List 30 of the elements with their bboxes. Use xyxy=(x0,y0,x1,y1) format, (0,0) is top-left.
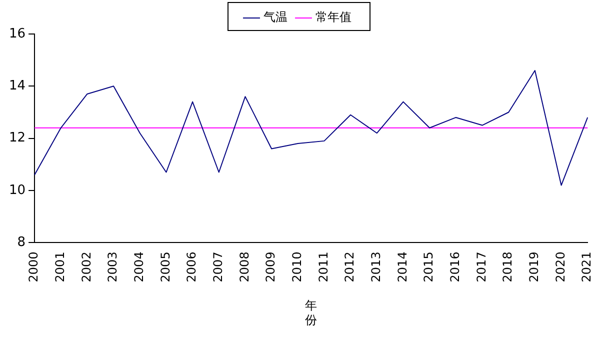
x-tick-label: 2002 xyxy=(79,252,94,282)
x-tick-label: 2004 xyxy=(132,252,146,282)
x-tick-label: 2015 xyxy=(422,252,436,282)
x-tick-label: 2001 xyxy=(53,252,68,282)
x-tick-label: 2018 xyxy=(500,252,515,282)
x-tick-label: 2014 xyxy=(395,252,410,282)
x-tick-label: 2008 xyxy=(237,252,252,282)
x-tick-label: 2000 xyxy=(26,252,41,282)
x-tick-label: 2017 xyxy=(474,252,488,282)
x-tick-label: 2019 xyxy=(527,252,542,282)
x-tick-label: 2006 xyxy=(184,252,199,282)
x-tick-label: 2005 xyxy=(158,252,172,282)
x-tick-label: 2020 xyxy=(553,252,568,282)
y-tick-label: 12 xyxy=(8,130,26,146)
x-tick-label: 2003 xyxy=(106,252,120,282)
legend-label: 常年值 xyxy=(316,10,352,24)
legend-label: 气温 xyxy=(264,10,288,24)
x-tick-label: 2007 xyxy=(211,252,226,282)
x-tick-label: 2011 xyxy=(316,252,330,282)
x-tick-label: 2012 xyxy=(342,252,357,282)
x-tick-label: 2013 xyxy=(369,252,384,282)
y-tick-label: 10 xyxy=(8,182,26,198)
y-tick-label: 8 xyxy=(17,235,26,250)
y-tick-label: 16 xyxy=(8,26,26,42)
x-tick-label: 2016 xyxy=(448,252,462,282)
x-tick-label: 2021 xyxy=(580,252,594,282)
x-axis-title: 年份 xyxy=(305,298,318,327)
x-tick-label: 2009 xyxy=(264,252,278,282)
x-tick-label: 2010 xyxy=(290,252,304,282)
y-tick-label: 14 xyxy=(8,78,26,94)
